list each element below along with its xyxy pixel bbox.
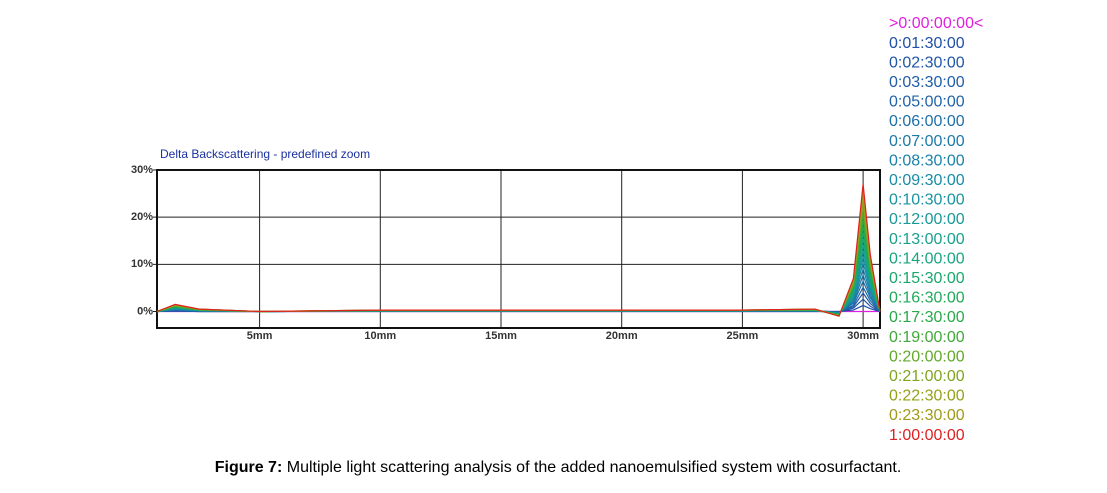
legend-entry: 0:21:00:00 bbox=[889, 368, 965, 385]
legend-entry: 0:10:30:00 bbox=[889, 192, 965, 209]
legend-entry: >0:00:00:00< bbox=[889, 15, 983, 32]
legend-entry: 0:07:00:00 bbox=[889, 133, 965, 150]
plot-frame bbox=[156, 169, 881, 329]
x-tick-label: 15mm bbox=[485, 330, 517, 342]
legend-entry: 0:16:30:00 bbox=[889, 290, 965, 307]
y-tick-label: 30% bbox=[131, 164, 153, 176]
y-tick-label: 20% bbox=[131, 211, 153, 223]
series-line bbox=[156, 184, 881, 317]
legend-entry: 0:15:30:00 bbox=[889, 270, 965, 287]
y-tick-label: 0% bbox=[137, 305, 153, 317]
legend-entry: 0:05:00:00 bbox=[889, 94, 965, 111]
chart-title: Delta Backscattering - predefined zoom bbox=[160, 147, 370, 161]
legend-entry: 0:19:00:00 bbox=[889, 329, 965, 346]
legend-entry: 0:02:30:00 bbox=[889, 54, 965, 71]
legend-entry: 0:03:30:00 bbox=[889, 74, 965, 91]
legend-entry: 0:09:30:00 bbox=[889, 172, 965, 189]
legend-entry: 0:14:00:00 bbox=[889, 250, 965, 267]
legend-entry: 0:08:30:00 bbox=[889, 152, 965, 169]
x-tick-label: 25mm bbox=[727, 330, 759, 342]
legend-entry: 0:17:30:00 bbox=[889, 309, 965, 326]
legend-entry: 0:23:30:00 bbox=[889, 407, 965, 424]
legend-entry: 0:20:00:00 bbox=[889, 348, 965, 365]
caption-text: Multiple light scattering analysis of th… bbox=[287, 459, 902, 476]
x-tick-label: 30mm bbox=[847, 330, 879, 342]
legend-entry: 0:01:30:00 bbox=[889, 35, 965, 52]
y-tick-label: 10% bbox=[131, 258, 153, 270]
legend-entry: 0:13:00:00 bbox=[889, 231, 965, 248]
x-tick-label: 5mm bbox=[247, 330, 273, 342]
legend-entry: 1:00:00:00 bbox=[889, 427, 965, 444]
legend-entry: 0:22:30:00 bbox=[889, 388, 965, 405]
x-tick-label: 20mm bbox=[606, 330, 638, 342]
caption-label: Figure 7: bbox=[215, 459, 283, 476]
legend-entry: 0:06:00:00 bbox=[889, 113, 965, 130]
x-tick-label: 10mm bbox=[364, 330, 396, 342]
legend-entry: 0:12:00:00 bbox=[889, 211, 965, 228]
caption: Figure 7: Multiple light scattering anal… bbox=[215, 459, 902, 476]
